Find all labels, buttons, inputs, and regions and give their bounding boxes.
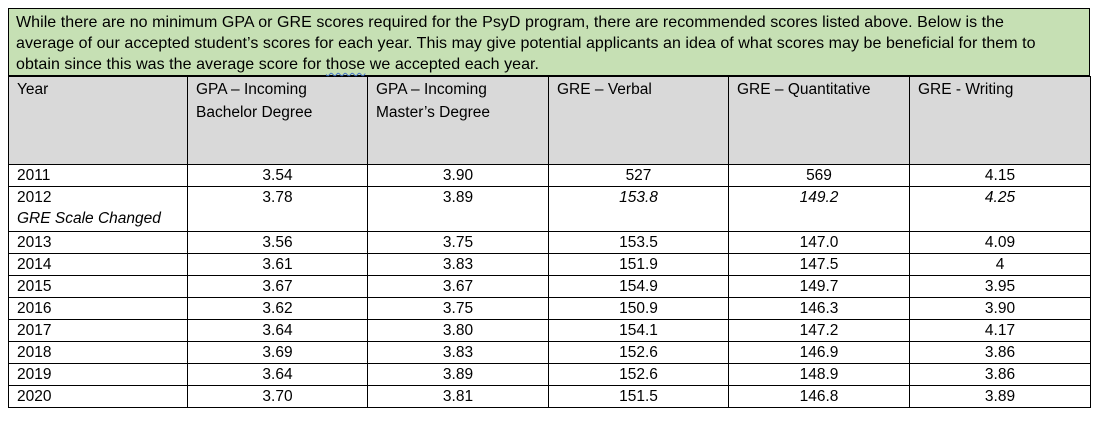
cell-gre-verbal: 153.8 bbox=[548, 186, 729, 232]
cell-year: 2012 GRE Scale Changed bbox=[8, 186, 188, 232]
cell-gre-quant: 147.5 bbox=[728, 253, 910, 276]
cell-gre-verbal: 152.6 bbox=[548, 363, 729, 386]
cell-gpa-bachelor: 3.70 bbox=[187, 385, 368, 408]
cell-gpa-bachelor: 3.62 bbox=[187, 297, 368, 320]
cell-gpa-bachelor: 3.54 bbox=[187, 164, 368, 187]
table-row: 2011 3.54 3.90 527 569 4.15 bbox=[8, 164, 1091, 187]
cell-gre-writing: 3.86 bbox=[909, 363, 1091, 386]
header-gre-writing: GRE - Writing bbox=[909, 76, 1091, 165]
table-row: 2013 3.56 3.75 153.5 147.0 4.09 bbox=[8, 231, 1091, 254]
cell-gre-quant: 149.2 bbox=[728, 186, 910, 232]
intro-note: While there are no minimum GPA or GRE sc… bbox=[8, 8, 1090, 76]
table-row: 2014 3.61 3.83 151.9 147.5 4 bbox=[8, 253, 1091, 276]
table-row: 2015 3.67 3.67 154.9 149.7 3.95 bbox=[8, 275, 1091, 298]
cell-gre-quant: 147.2 bbox=[728, 319, 910, 342]
cell-gpa-bachelor: 3.64 bbox=[187, 363, 368, 386]
note-line-3-start: obtain since this was the average score … bbox=[16, 56, 326, 73]
header-year: Year bbox=[8, 76, 188, 165]
cell-gre-writing: 4.09 bbox=[909, 231, 1091, 254]
cell-gre-writing: 4 bbox=[909, 253, 1091, 276]
cell-gre-verbal: 154.9 bbox=[548, 275, 729, 298]
table-header-row: Year GPA – Incoming Bachelor Degree GPA –… bbox=[8, 76, 1091, 165]
cell-gre-writing: 3.86 bbox=[909, 341, 1091, 364]
cell-gpa-bachelor: 3.64 bbox=[187, 319, 368, 342]
scores-table: Year GPA – Incoming Bachelor Degree GPA –… bbox=[8, 76, 1091, 408]
cell-year: 2014 bbox=[8, 253, 188, 276]
document-body: While there are no minimum GPA or GRE sc… bbox=[8, 8, 1091, 408]
cell-gpa-bachelor: 3.69 bbox=[187, 341, 368, 364]
cell-gre-writing: 3.95 bbox=[909, 275, 1091, 298]
cell-gre-writing: 3.90 bbox=[909, 297, 1091, 320]
cell-year: 2013 bbox=[8, 231, 188, 254]
cell-year: 2011 bbox=[8, 164, 188, 187]
cell-gre-verbal: 527 bbox=[548, 164, 729, 187]
scale-change-note: GRE Scale Changed bbox=[17, 210, 161, 227]
cell-gpa-bachelor: 3.61 bbox=[187, 253, 368, 276]
cell-gpa-master: 3.89 bbox=[367, 186, 549, 232]
cell-gre-verbal: 151.5 bbox=[548, 385, 729, 408]
table-row: 2012 GRE Scale Changed 3.78 3.89 153.8 14… bbox=[8, 186, 1091, 232]
spellcheck-flagged-word: those bbox=[325, 56, 366, 73]
cell-year: 2019 bbox=[8, 363, 188, 386]
header-gpa-master: GPA – Incoming Master’s Degree bbox=[367, 76, 549, 165]
table-row: 2017 3.64 3.80 154.1 147.2 4.17 bbox=[8, 319, 1091, 342]
cell-gpa-bachelor: 3.78 bbox=[187, 186, 368, 232]
cell-gpa-master: 3.81 bbox=[367, 385, 549, 408]
cell-gpa-master: 3.83 bbox=[367, 341, 549, 364]
cell-gre-quant: 149.7 bbox=[728, 275, 910, 298]
note-line-3-end: we accepted each year. bbox=[365, 56, 540, 73]
cell-gpa-bachelor: 3.56 bbox=[187, 231, 368, 254]
cell-gpa-master: 3.75 bbox=[367, 231, 549, 254]
cell-gpa-master: 3.89 bbox=[367, 363, 549, 386]
cell-gre-quant: 146.9 bbox=[728, 341, 910, 364]
cell-gre-writing: 3.89 bbox=[909, 385, 1091, 408]
cell-gre-quant: 147.0 bbox=[728, 231, 910, 254]
cell-gre-quant: 148.9 bbox=[728, 363, 910, 386]
cell-year: 2018 bbox=[8, 341, 188, 364]
cell-year: 2016 bbox=[8, 297, 188, 320]
table-row: 2016 3.62 3.75 150.9 146.3 3.90 bbox=[8, 297, 1091, 320]
table-row: 2018 3.69 3.83 152.6 146.9 3.86 bbox=[8, 341, 1091, 364]
cell-year: 2017 bbox=[8, 319, 188, 342]
table-row: 2019 3.64 3.89 152.6 148.9 3.86 bbox=[8, 363, 1091, 386]
cell-gre-quant: 569 bbox=[728, 164, 910, 187]
table-row: 2020 3.70 3.81 151.5 146.8 3.89 bbox=[8, 385, 1091, 408]
cell-gre-verbal: 151.9 bbox=[548, 253, 729, 276]
cell-gpa-master: 3.90 bbox=[367, 164, 549, 187]
cell-gre-quant: 146.3 bbox=[728, 297, 910, 320]
cell-gre-writing: 4.25 bbox=[909, 186, 1091, 232]
cell-gre-verbal: 152.6 bbox=[548, 341, 729, 364]
cell-gpa-master: 3.75 bbox=[367, 297, 549, 320]
cell-gpa-bachelor: 3.67 bbox=[187, 275, 368, 298]
note-line-2: average of our accepted student’s scores… bbox=[16, 35, 1036, 52]
header-gre-quant: GRE – Quantitative bbox=[728, 76, 910, 165]
cell-gre-writing: 4.17 bbox=[909, 319, 1091, 342]
cell-year: 2015 bbox=[8, 275, 188, 298]
cell-gre-verbal: 153.5 bbox=[548, 231, 729, 254]
header-gpa-bachelor: GPA – Incoming Bachelor Degree bbox=[187, 76, 368, 165]
cell-gre-verbal: 154.1 bbox=[548, 319, 729, 342]
cell-gre-writing: 4.15 bbox=[909, 164, 1091, 187]
cell-year: 2020 bbox=[8, 385, 188, 408]
cell-gre-verbal: 150.9 bbox=[548, 297, 729, 320]
cell-gpa-master: 3.80 bbox=[367, 319, 549, 342]
cell-gpa-master: 3.67 bbox=[367, 275, 549, 298]
cell-gre-quant: 146.8 bbox=[728, 385, 910, 408]
note-line-1: While there are no minimum GPA or GRE sc… bbox=[16, 14, 1005, 31]
header-gre-verbal: GRE – Verbal bbox=[548, 76, 729, 165]
cell-gpa-master: 3.83 bbox=[367, 253, 549, 276]
